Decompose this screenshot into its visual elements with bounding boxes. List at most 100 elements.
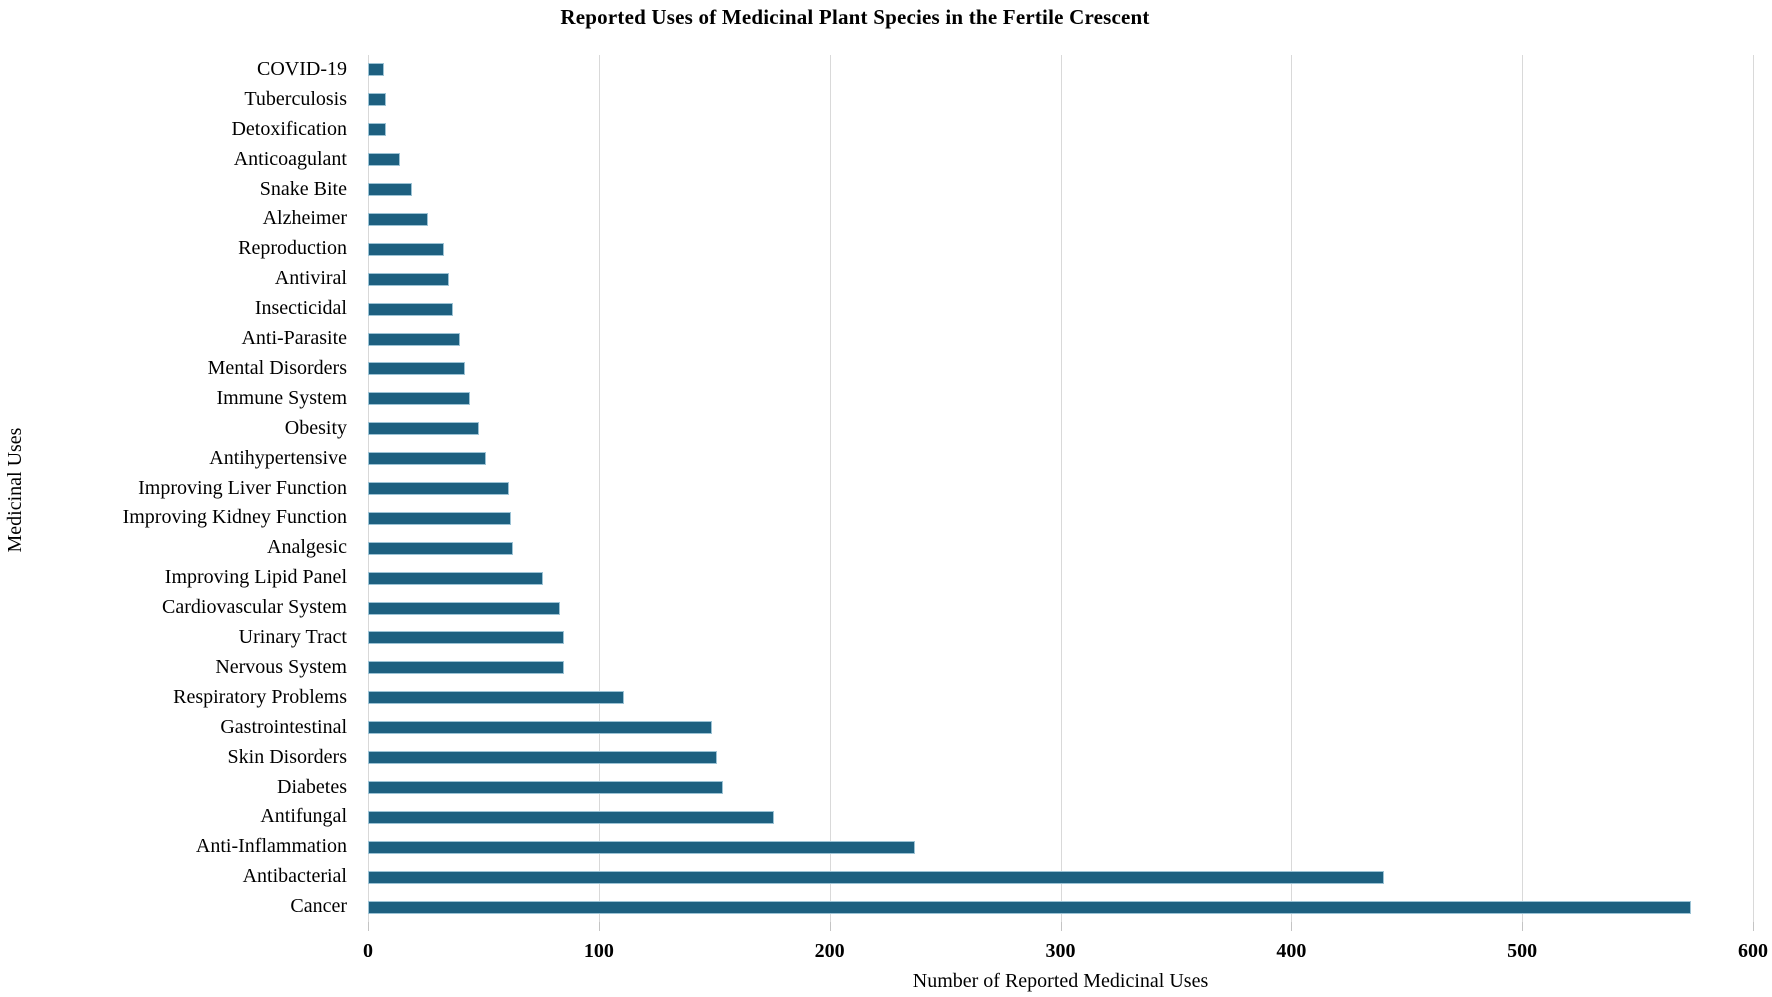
category-label: Snake Bite: [259, 177, 347, 200]
bar: [368, 422, 479, 436]
gridline-x-600: [1753, 55, 1754, 922]
category-label: Reproduction: [238, 237, 347, 260]
bar-row: [368, 264, 1753, 294]
category-label: Urinary Tract: [238, 626, 347, 649]
bar: [368, 392, 470, 406]
bar: [368, 691, 625, 705]
bar: [368, 153, 401, 167]
bar-row: [368, 324, 1753, 354]
bar: [368, 780, 724, 794]
category-label: Anti-Parasite: [241, 327, 347, 350]
category-label: Anticoagulant: [233, 147, 347, 170]
category-label: Diabetes: [277, 775, 347, 798]
bar-row: [368, 474, 1753, 504]
category-label: Immune System: [216, 386, 347, 409]
bar: [368, 631, 565, 645]
bar-row: [368, 414, 1753, 444]
bar-row: [368, 713, 1753, 743]
category-label: Antifungal: [260, 805, 347, 828]
category-label: Gastrointestinal: [220, 715, 347, 738]
category-label: Skin Disorders: [227, 745, 347, 768]
x-tick-label-600: 600: [1738, 940, 1768, 962]
x-tick-mark-0: [368, 922, 369, 931]
x-tick-label-0: 0: [363, 940, 373, 962]
category-label: Obesity: [284, 416, 347, 439]
x-tick-mark-200: [829, 922, 831, 931]
bar: [368, 511, 512, 525]
bar: [368, 601, 560, 615]
bar: [368, 840, 916, 854]
bar: [368, 571, 544, 585]
bar: [368, 63, 385, 77]
x-tick-mark-300: [1060, 922, 1062, 931]
category-label: Cancer: [290, 895, 347, 918]
bar-row: [368, 773, 1753, 803]
x-axis-label: Number of Reported Medicinal Uses: [912, 970, 1209, 992]
bar: [368, 721, 712, 735]
bar-row: [368, 623, 1753, 653]
category-label: Detoxification: [231, 117, 347, 140]
bar: [368, 810, 775, 824]
category-label: Anti-Inflammation: [195, 835, 347, 858]
bar: [368, 212, 429, 226]
category-label: Cardiovascular System: [162, 596, 347, 619]
x-tick-mark-500: [1522, 922, 1524, 931]
bar-row: [368, 444, 1753, 474]
bar-row: [368, 832, 1753, 862]
bar: [368, 272, 449, 286]
category-label: Analgesic: [267, 536, 347, 559]
plot-area: [368, 55, 1754, 922]
bar-row: [368, 802, 1753, 832]
gridline-x-100: [598, 55, 600, 922]
bar-row: [368, 862, 1753, 892]
x-tick-mark-400: [1291, 922, 1293, 931]
gridline-x-500: [1522, 55, 1524, 922]
category-label: Insecticidal: [254, 297, 347, 320]
category-label: Antiviral: [274, 267, 347, 290]
bar: [368, 481, 509, 495]
gridline-x-300: [1060, 55, 1062, 922]
bar: [368, 900, 1691, 914]
bar-row: [368, 384, 1753, 414]
bar-row: [368, 533, 1753, 563]
category-label: Antihypertensive: [209, 446, 347, 469]
category-label: Nervous System: [215, 655, 347, 678]
bar: [368, 870, 1384, 884]
gridline-x-200: [829, 55, 831, 922]
bar: [368, 242, 445, 256]
bar-row: [368, 115, 1753, 145]
bar-row: [368, 294, 1753, 324]
bar-row: [368, 563, 1753, 593]
bar: [368, 93, 387, 107]
category-label: Mental Disorders: [207, 356, 347, 379]
category-label: Respiratory Problems: [173, 685, 347, 708]
bar: [368, 362, 465, 376]
category-label: Improving Liver Function: [138, 476, 347, 499]
category-label: Improving Kidney Function: [122, 506, 347, 529]
bar: [368, 332, 461, 346]
bar-row: [368, 743, 1753, 773]
bar: [368, 751, 717, 765]
x-tick-mark-600: [1753, 922, 1754, 931]
bar-row: [368, 145, 1753, 175]
bar: [368, 183, 412, 197]
category-label: COVID-19: [257, 58, 347, 80]
bar-row: [368, 55, 1753, 85]
bar: [368, 452, 486, 466]
x-tick-label-500: 500: [1507, 940, 1538, 962]
bar-row: [368, 85, 1753, 115]
bar: [368, 302, 454, 316]
category-label: Improving Lipid Panel: [164, 566, 347, 589]
bar-row: [368, 683, 1753, 713]
chart-title: Reported Uses of Medicinal Plant Species…: [560, 5, 1150, 29]
bar-row: [368, 354, 1753, 384]
bar: [368, 661, 565, 675]
x-tick-label-300: 300: [1045, 940, 1076, 962]
bar-row: [368, 503, 1753, 533]
category-label-column: COVID-19 Tuberculosis Detoxification Antico…: [0, 55, 350, 922]
bar-row: [368, 175, 1753, 205]
bar-row: [368, 892, 1753, 922]
bar-row: [368, 204, 1753, 234]
x-tick-label-100: 100: [583, 940, 614, 962]
